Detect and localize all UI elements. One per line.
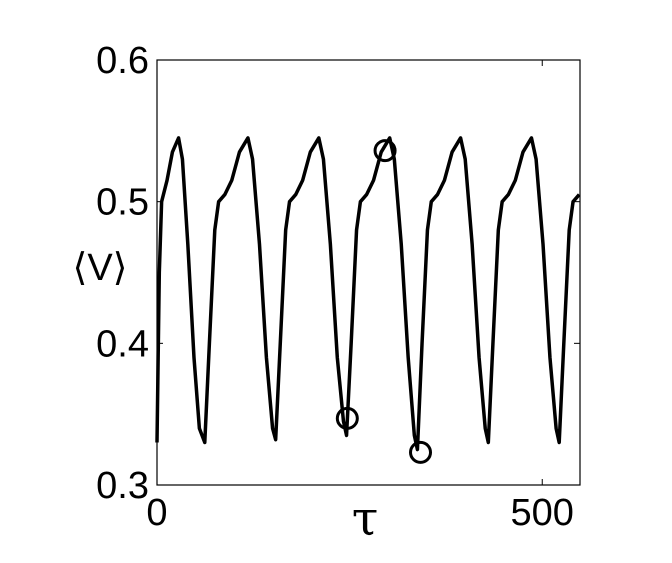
y-tick-label: 0.6 <box>96 40 149 82</box>
x-axis-label: τ <box>352 491 379 547</box>
y-tick-label: 0.5 <box>96 182 149 224</box>
marker <box>409 440 433 464</box>
marker <box>373 139 397 163</box>
x-tick-label: 0 <box>146 492 167 534</box>
y-tick-label: 0.4 <box>96 323 149 365</box>
y-tick-label: 0.3 <box>96 465 149 507</box>
y-axis-label: ⟨V⟩ <box>73 247 128 289</box>
data-line <box>155 136 581 452</box>
x-tick-label: 500 <box>511 492 574 534</box>
plot-frame <box>156 59 581 486</box>
marker <box>335 406 359 430</box>
